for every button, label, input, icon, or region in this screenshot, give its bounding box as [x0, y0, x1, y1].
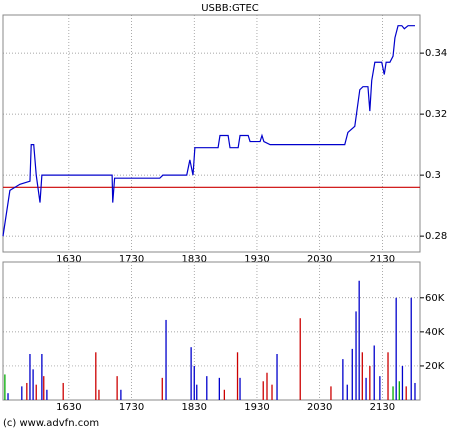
x-tick-label: 2030: [307, 402, 332, 413]
x-tick-label: 1630: [56, 254, 81, 265]
x-tick-label: 2030: [307, 254, 332, 265]
y-tick-label: 0.3: [425, 170, 441, 181]
chart-title: USBB:GTEC: [201, 3, 259, 14]
plot-frame: [2, 261, 421, 401]
x-tick-label: 2130: [370, 402, 395, 413]
y-tick-label: 0.28: [425, 231, 447, 242]
x-tick-label: 1830: [182, 254, 207, 265]
price-line: [2, 25, 415, 237]
x-tick-label: 2130: [370, 254, 395, 265]
x-tick-label: 1730: [119, 402, 144, 413]
x-tick-label: 1730: [119, 254, 144, 265]
x-tick-label: 1630: [56, 402, 81, 413]
y-tick-label: 20K: [425, 361, 445, 372]
x-tick-label: 1830: [182, 402, 207, 413]
y-tick-label: 40K: [425, 327, 445, 338]
y-tick-label: 0.34: [425, 48, 447, 59]
y-tick-label: 0.32: [425, 109, 447, 120]
x-tick-label: 1930: [244, 254, 269, 265]
plot-frame: [2, 14, 421, 253]
footer: (c) www.advfn.com: [3, 418, 99, 429]
y-tick-label: 60K: [425, 293, 445, 304]
x-tick-label: 1930: [244, 402, 269, 413]
